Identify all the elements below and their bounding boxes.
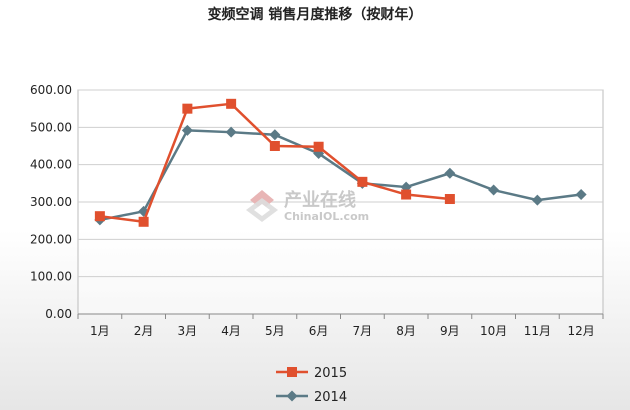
point-2015: [313, 141, 324, 152]
x-tick-label: 7月: [353, 324, 373, 338]
x-tick-label: 12月: [567, 324, 594, 338]
legend-label-2015: 2015: [314, 366, 347, 381]
y-tick-label: 500.00: [30, 120, 72, 134]
point-2015: [138, 216, 149, 227]
legend-marker-2014: [286, 390, 298, 402]
point-2014: [531, 194, 543, 206]
y-tick-label: 300.00: [30, 195, 72, 209]
point-2015: [357, 176, 368, 187]
series-layer: [94, 98, 587, 227]
point-2014: [488, 184, 500, 196]
watermark: 产业在线 ChinaIOL.com: [246, 189, 369, 223]
x-tick-label: 4月: [221, 324, 241, 338]
watermark-logo-icon: [246, 190, 278, 222]
x-tick-label: 6月: [309, 324, 329, 338]
watermark-name: 产业在线: [284, 189, 356, 211]
watermark-url: ChinaIOL.com: [284, 210, 369, 223]
y-tick-label: 0.00: [45, 307, 72, 321]
point-2014: [269, 129, 281, 141]
point-2015: [401, 189, 412, 200]
series-line-2014: [99, 129, 582, 222]
y-tick-label: 200.00: [30, 232, 72, 246]
point-2015: [269, 141, 280, 151]
point-2015: [444, 194, 455, 205]
legend-marker-2015: [287, 367, 297, 377]
x-tick-label: 2月: [134, 324, 154, 338]
legend: 2015 2014: [276, 366, 347, 405]
y-tick-label: 400.00: [30, 158, 72, 172]
point-2014: [181, 124, 193, 136]
point-2014: [575, 189, 587, 201]
axis-layer: 0.00 100.00 200.00 300.00 400.00 500.00 600.00…: [30, 83, 604, 338]
x-tick-label: 5月: [265, 324, 285, 338]
y-tick-label: 100.00: [30, 270, 72, 284]
point-2014: [444, 167, 456, 179]
chart-title: 变频空调 销售月度推移（按财年）: [207, 7, 423, 23]
legend-label-2014: 2014: [314, 390, 347, 405]
x-tick-label: 8月: [396, 324, 416, 338]
point-2015: [182, 103, 193, 114]
x-tick-label: 3月: [178, 324, 198, 338]
point-2015: [94, 211, 105, 222]
y-tick-label: 600.00: [30, 83, 72, 97]
x-tick-label: 1月: [90, 324, 110, 338]
x-tick-label: 9月: [440, 324, 460, 338]
floor-shade: [0, 230, 630, 410]
point-2014: [225, 126, 237, 138]
x-tick-label: 10月: [480, 324, 507, 338]
point-2015: [226, 98, 237, 109]
x-tick-label: 11月: [524, 324, 551, 338]
